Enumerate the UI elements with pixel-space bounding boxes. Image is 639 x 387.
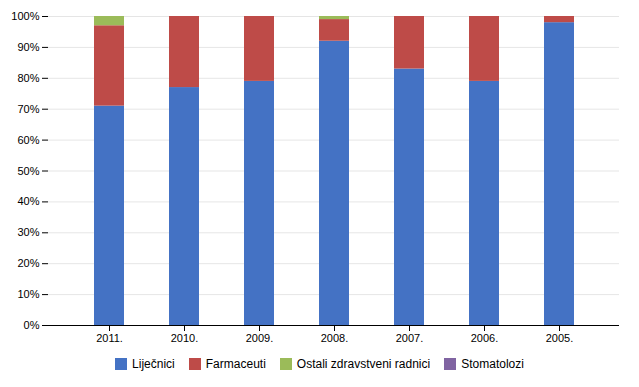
html-text:Farmaceuti: Farmaceuti [205,357,266,371]
svg-text:30%: 30% [17,226,39,238]
svg-text:2008.: 2008. [321,332,349,344]
svg-text:40%: 40% [17,195,39,207]
svg-text:70%: 70% [17,103,39,115]
svg-text:2005.: 2005. [546,332,574,344]
svg-text:2011.: 2011. [96,332,123,344]
svg-text:20%: 20% [17,257,39,269]
svg-text:2006.: 2006. [471,332,499,344]
html-text:Stomatolozi: Stomatolozi [461,357,524,371]
svg-text:10%: 10% [17,288,39,300]
svg-text:90%: 90% [17,41,39,53]
svg-text:100%: 100% [11,10,39,22]
svg-text:50%: 50% [17,165,39,177]
html-text:Liječnici: Liječnici [132,357,175,371]
svg-text:2010.: 2010. [171,332,199,344]
svg-text:80%: 80% [17,72,39,84]
svg-text:0%: 0% [24,319,40,331]
svg-text:60%: 60% [17,134,39,146]
svg-text:2009.: 2009. [246,332,274,344]
svg-text:2007.: 2007. [396,332,424,344]
html-text:Ostali zdravstveni radnici: Ostali zdravstveni radnici [296,357,431,371]
